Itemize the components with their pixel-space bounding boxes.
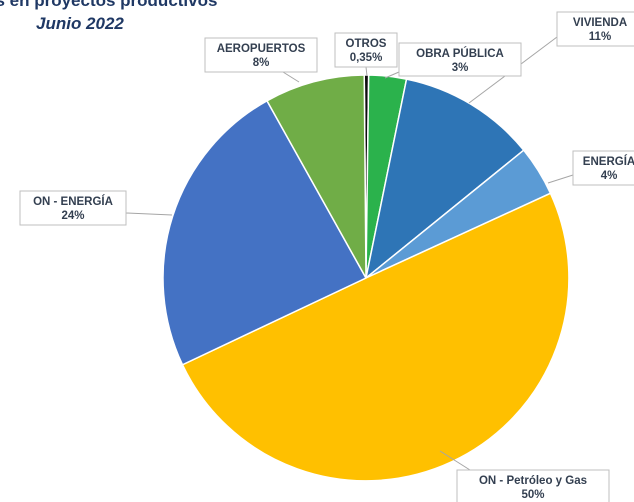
leader-line-energia xyxy=(547,174,574,184)
data-label-box-energia xyxy=(572,150,634,186)
slice-label-otros: OTROS xyxy=(346,38,387,50)
slice-label-obra-publica: OBRA PÚBLICA xyxy=(416,47,504,60)
data-label-box-on-petroleo-y-gas xyxy=(456,469,610,502)
slice-value-otros: 0,35% xyxy=(350,52,383,64)
leader-line-otros xyxy=(365,66,368,77)
slice-value-obra-publica: 3% xyxy=(452,62,469,74)
slice-value-energia: 4% xyxy=(601,170,618,182)
leader-line-obra-publica xyxy=(384,71,400,79)
slice-label-on-energia: ON - ENERGÍA xyxy=(33,195,113,208)
chart-title: es en proyectos productivos xyxy=(0,0,218,10)
chart-subtitle: Junio 2022 xyxy=(36,14,124,33)
slice-value-aeropuertos: 8% xyxy=(253,57,270,69)
data-label-box-obra-publica xyxy=(398,42,522,77)
data-label-box-vivienda xyxy=(556,11,634,47)
slice-value-on-energia: 24% xyxy=(61,210,84,222)
slice-value-vivienda: 11% xyxy=(589,31,611,43)
pie-slice-vivienda xyxy=(364,78,525,280)
leader-line-on-petroleo-y-gas xyxy=(439,450,471,471)
data-label-box-otros xyxy=(334,32,398,68)
data-label-box-aeropuertos xyxy=(204,37,318,73)
pie-slice-aeropuertos xyxy=(265,74,367,279)
data-label-box-on-energia xyxy=(19,190,127,226)
slice-label-aeropuertos: AEROPUERTOS xyxy=(217,43,306,55)
slice-label-energia: ENERGÍA xyxy=(583,155,634,168)
pie-slice-on-energia xyxy=(162,99,368,366)
pie-slice-on-petroleo-y-gas xyxy=(181,192,570,482)
leader-line-on-energia xyxy=(125,212,173,216)
slice-label-vivienda: VIVIENDA xyxy=(573,17,627,29)
slice-label-on-petroleo-y-gas: ON - Petróleo y Gas xyxy=(479,475,587,487)
leader-line-aeropuertos xyxy=(282,71,300,83)
slice-value-on-petroleo-y-gas: 50% xyxy=(521,489,544,501)
